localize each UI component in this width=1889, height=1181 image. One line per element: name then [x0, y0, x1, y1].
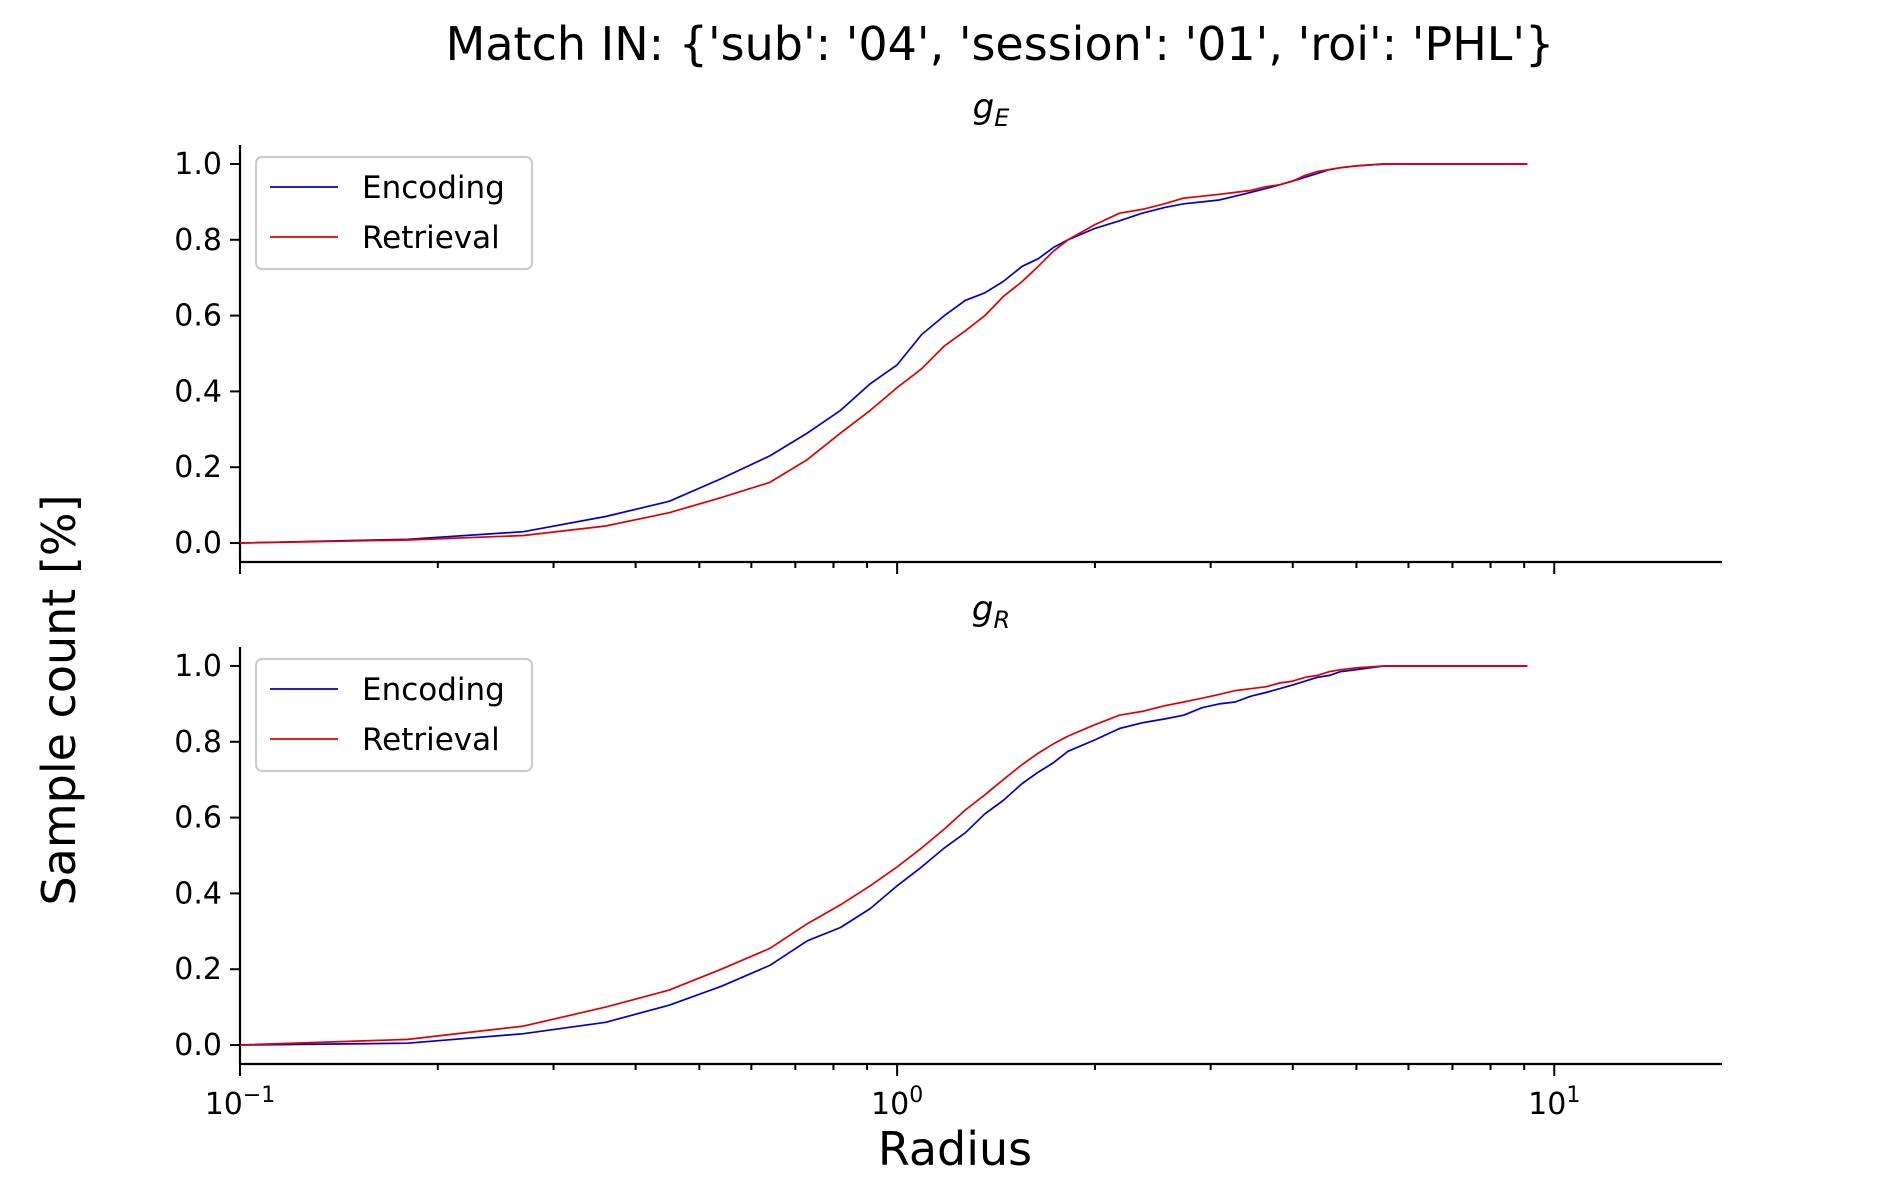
legend-label-retrieval: Retrieval: [362, 220, 500, 256]
x-axis-label: Radius: [878, 1122, 1032, 1176]
legend-frame: [254, 657, 534, 773]
y-tick-label: 0.8: [174, 223, 222, 258]
y-tick-label: 0.0: [174, 1028, 222, 1063]
y-tick-label: 0.6: [174, 299, 222, 334]
series-line-encoding: [239, 665, 1528, 1046]
series-line-encoding: [239, 163, 1528, 544]
y-axis-label: Sample count [%]: [32, 494, 86, 905]
legend: Encoding Retrieval: [254, 657, 534, 773]
y-tick-label: 1.0: [174, 147, 222, 182]
panel-r: 0.0 0.2 0.4 0.6 0.8 1.0 10−1 100 101 gR Encoding Re…: [174, 589, 1722, 1122]
legend: Encoding Retrieval: [254, 155, 534, 271]
panel-title: gE: [973, 87, 1011, 132]
y-tick-label: 0.6: [174, 801, 222, 836]
series-line-retrieval: [239, 163, 1528, 544]
legend-label-retrieval: Retrieval: [362, 722, 500, 758]
legend-label-encoding: Encoding: [362, 170, 505, 206]
y-tick-label: 0.4: [174, 374, 222, 409]
series-line-retrieval: [239, 665, 1528, 1046]
legend-frame: [254, 155, 534, 271]
y-tick-label: 0.2: [174, 450, 222, 485]
y-tick-label: 0.2: [174, 952, 222, 987]
y-tick-label: 0.4: [174, 876, 222, 911]
figure-suptitle: Match IN: {'sub': '04', 'session': '01',…: [446, 17, 1555, 71]
subplot-panels: 0.00.20.40.60.81.0gEEncodingRetrieval0.0…: [174, 87, 1722, 1122]
panel-title: gR: [972, 589, 1010, 634]
y-tick-label: 1.0: [174, 649, 222, 684]
y-tick-label: 0.8: [174, 725, 222, 760]
panel-e: 0.0 0.2 0.4 0.6 0.8 1.0 gE Encoding Retrieval: [174, 87, 1722, 574]
x-tick-label: 101: [1528, 1083, 1580, 1122]
y-tick-label: 0.0: [174, 526, 222, 561]
x-tick-label: 10−1: [205, 1083, 276, 1122]
x-tick-label: 100: [871, 1083, 923, 1122]
legend-label-encoding: Encoding: [362, 672, 505, 708]
